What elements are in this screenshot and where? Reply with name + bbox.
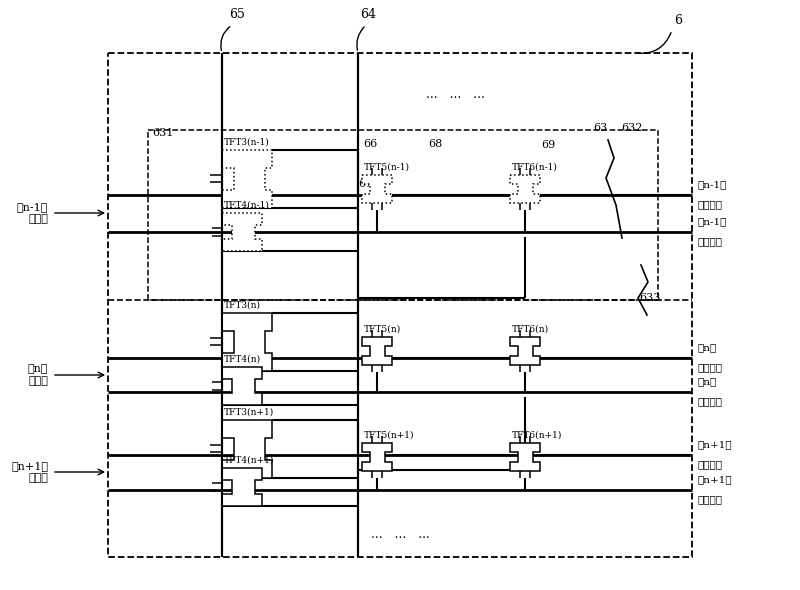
Text: TFT3(n+1): TFT3(n+1) bbox=[224, 408, 274, 417]
Text: 64: 64 bbox=[360, 8, 376, 21]
Text: 第n-1条: 第n-1条 bbox=[698, 218, 727, 227]
Text: 第二栏线: 第二栏线 bbox=[698, 398, 723, 407]
Text: 69: 69 bbox=[541, 140, 555, 150]
Polygon shape bbox=[362, 443, 392, 471]
Text: ...   ...   ...: ... ... ... bbox=[426, 88, 485, 101]
Text: 66: 66 bbox=[363, 139, 377, 149]
Text: TFT6(n-1): TFT6(n-1) bbox=[512, 163, 558, 172]
Text: ...   ...   ...: ... ... ... bbox=[370, 529, 430, 542]
Text: 第一栏线: 第一栏线 bbox=[698, 201, 723, 209]
Text: TFT6(n+1): TFT6(n+1) bbox=[512, 431, 562, 440]
Polygon shape bbox=[222, 468, 262, 506]
Text: TFT5(n+1): TFT5(n+1) bbox=[364, 431, 414, 440]
Text: 63: 63 bbox=[593, 123, 607, 133]
Text: 67: 67 bbox=[358, 179, 372, 189]
Text: 第n-1条: 第n-1条 bbox=[698, 181, 727, 189]
Polygon shape bbox=[510, 337, 540, 365]
Text: 第n+1条: 第n+1条 bbox=[698, 441, 733, 450]
Text: TFT6(n): TFT6(n) bbox=[512, 325, 549, 334]
Text: TFT4(n): TFT4(n) bbox=[224, 355, 261, 364]
Text: TFT3(n): TFT3(n) bbox=[224, 301, 261, 310]
Text: 第n+1条
扫描线: 第n+1条 扫描线 bbox=[11, 461, 48, 483]
Text: 6: 6 bbox=[674, 14, 682, 27]
Text: 第二栏线: 第二栏线 bbox=[698, 496, 723, 504]
Text: 第n条: 第n条 bbox=[698, 343, 718, 352]
Text: 第n-1条
扫描线: 第n-1条 扫描线 bbox=[17, 202, 48, 224]
Polygon shape bbox=[222, 213, 262, 251]
Text: TFT5(n-1): TFT5(n-1) bbox=[364, 163, 410, 172]
Text: 633: 633 bbox=[639, 293, 661, 303]
Polygon shape bbox=[362, 175, 392, 203]
Text: 第n条
扫描线: 第n条 扫描线 bbox=[27, 364, 48, 386]
Text: 65: 65 bbox=[229, 8, 245, 21]
Text: TFT3(n-1): TFT3(n-1) bbox=[224, 138, 270, 147]
Bar bbox=[108, 53, 692, 557]
Text: TFT4(n+1): TFT4(n+1) bbox=[224, 456, 274, 465]
Text: 68: 68 bbox=[428, 139, 442, 149]
Polygon shape bbox=[222, 367, 262, 405]
Bar bbox=[148, 130, 658, 300]
Text: 第一栏线: 第一栏线 bbox=[698, 363, 723, 372]
Text: 第n条: 第n条 bbox=[698, 378, 718, 386]
Text: 第n+1条: 第n+1条 bbox=[698, 476, 733, 484]
Text: TFT5(n): TFT5(n) bbox=[364, 325, 402, 334]
Text: 632: 632 bbox=[622, 123, 642, 133]
Text: TFT4(n-1): TFT4(n-1) bbox=[224, 201, 270, 210]
Polygon shape bbox=[510, 175, 540, 203]
Text: 第一栏线: 第一栏线 bbox=[698, 461, 723, 470]
Text: 第二栏线: 第二栏线 bbox=[698, 238, 723, 247]
Polygon shape bbox=[222, 150, 272, 208]
Polygon shape bbox=[362, 337, 392, 365]
Polygon shape bbox=[222, 420, 272, 478]
Polygon shape bbox=[510, 443, 540, 471]
Polygon shape bbox=[222, 313, 272, 371]
Text: 631: 631 bbox=[152, 128, 174, 138]
